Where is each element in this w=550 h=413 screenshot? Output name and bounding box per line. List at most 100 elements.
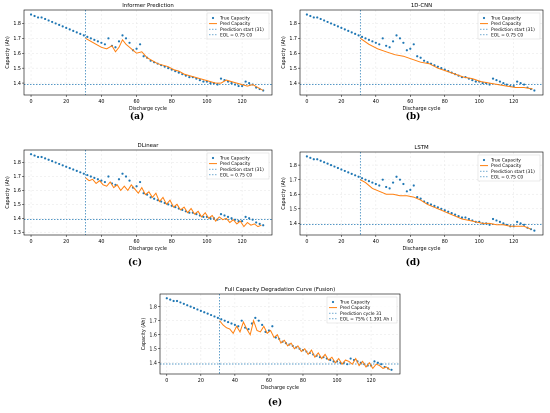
x-axis-label: Discharge cycle (129, 246, 167, 252)
true-capacity-point (405, 190, 408, 193)
true-capacity-point (68, 167, 71, 170)
true-capacity-point (244, 215, 247, 218)
true-capacity-point (223, 319, 226, 322)
true-capacity-point (96, 178, 99, 181)
legend-label: True Capacity (490, 16, 521, 22)
y-tick-label: 1.5 (13, 202, 21, 208)
true-capacity-point (29, 13, 33, 16)
true-capacity-point (516, 220, 519, 223)
x-tick-label: 80 (442, 99, 448, 105)
true-capacity-point (309, 156, 312, 159)
pred-capacity-line (360, 179, 532, 230)
true-capacity-point (498, 80, 502, 83)
true-capacity-point (167, 67, 170, 70)
true-capacity-point (240, 84, 244, 88)
legend-label: EOL = 0.75 C0 (491, 32, 523, 38)
x-tick-label: 20 (63, 99, 69, 105)
panel-caption: (b) (406, 111, 421, 122)
x-tick-label: 100 (475, 99, 484, 105)
true-capacity-point (360, 35, 364, 38)
y-tick-label: 1.3 (13, 230, 21, 236)
true-capacity-point (319, 17, 322, 21)
true-capacity-point (182, 302, 185, 305)
true-capacity-point (237, 325, 240, 328)
true-capacity-point (124, 175, 128, 178)
true-capacity-point (230, 322, 233, 325)
legend-label: Prediction start (31) (491, 27, 535, 33)
x-tick-label: 0 (30, 99, 33, 105)
true-capacity-point (336, 166, 340, 170)
y-tick-label: 1.6 (13, 188, 21, 194)
true-capacity-point (419, 197, 422, 200)
true-capacity-point (135, 47, 138, 50)
true-capacity-point (340, 26, 343, 29)
chart-title: 1D-CNN (411, 3, 432, 9)
true-capacity-point (385, 185, 388, 189)
legend-label: Prediction start (31) (220, 167, 264, 173)
true-capacity-point (488, 223, 491, 226)
true-capacity-point (117, 178, 121, 181)
true-capacity-point (391, 40, 395, 43)
true-capacity-point (33, 14, 36, 18)
true-capacity-point (107, 37, 110, 40)
true-capacity-point (219, 212, 223, 216)
true-capacity-point (378, 184, 381, 187)
y-tick-label: 1.8 (289, 21, 297, 27)
pred-capacity-line (219, 318, 391, 371)
legend-box (206, 152, 270, 180)
true-capacity-point (199, 309, 202, 312)
true-capacity-point (188, 76, 191, 79)
x-tick-label: 20 (338, 99, 344, 105)
legend-label: Pred Capacity (340, 305, 371, 311)
x-tick-label: 60 (134, 239, 140, 245)
true-capacity-point (206, 312, 209, 315)
panel-caption: (e) (268, 397, 282, 408)
true-capacity-point (172, 299, 175, 303)
true-capacity-point (374, 182, 377, 186)
y-tick-label: 1.5 (289, 66, 297, 72)
true-capacity-point (498, 220, 502, 223)
true-capacity-point (138, 180, 142, 184)
chart-panel-b: 0 20 40 60 80 100 120 1.4 1.5 1.6 1.7 1.8 1D-CNN Disc… (281, 3, 544, 122)
true-capacity-point (261, 323, 264, 326)
legend-label: Pred Capacity (220, 21, 251, 27)
true-capacity-point (312, 16, 315, 19)
true-capacity-point (405, 49, 408, 52)
x-tick-label: 0 (30, 239, 33, 245)
true-capacity-point (40, 155, 43, 159)
y-tick-label: 1.8 (13, 160, 21, 166)
true-capacity-point (367, 38, 371, 41)
x-tick-label: 80 (169, 99, 175, 105)
y-axis-label: Capacity (Ah) (141, 318, 147, 351)
x-tick-label: 0 (305, 99, 308, 105)
true-capacity-point (209, 81, 212, 85)
true-capacity-point (254, 316, 257, 319)
true-capacity-point (354, 174, 357, 177)
true-capacity-point (121, 34, 124, 37)
true-capacity-point (349, 357, 352, 360)
legend-box (477, 12, 541, 40)
true-capacity-point (79, 32, 82, 35)
x-tick-label: 60 (407, 99, 413, 105)
true-capacity-point (336, 25, 340, 28)
true-capacity-point (409, 47, 412, 50)
true-capacity-point (380, 363, 383, 366)
true-capacity-point (502, 222, 505, 225)
true-capacity-point (495, 78, 498, 82)
true-capacity-point (248, 81, 251, 85)
true-capacity-point (61, 25, 64, 28)
true-capacity-point (505, 83, 508, 86)
y-tick-label: 1.8 (289, 163, 297, 169)
y-axis-label: Capacity (Ah) (5, 36, 11, 69)
axes-frame (23, 9, 273, 96)
true-capacity-point (103, 43, 107, 46)
true-capacity-point (522, 223, 526, 226)
legend-label: Prediction cycle 31 (340, 311, 382, 317)
true-capacity-point (107, 175, 110, 178)
true-capacity-point (333, 23, 336, 27)
true-capacity-point (416, 196, 419, 199)
x-tick-label: 0 (305, 239, 308, 245)
true-capacity-point (189, 305, 192, 308)
